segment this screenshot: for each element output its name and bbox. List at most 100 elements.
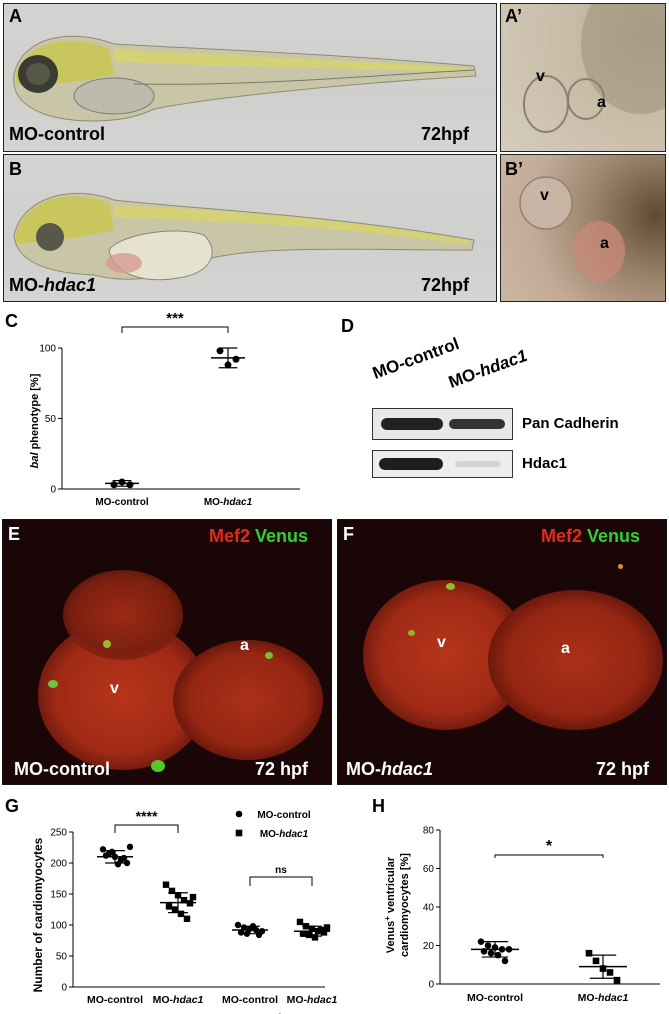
legend-label-gene: hdac1 <box>279 829 308 840</box>
significance-bracket <box>249 876 313 886</box>
data-point <box>592 957 600 965</box>
blot-band <box>455 461 501 467</box>
panel-a-prime-v: v <box>536 68 545 85</box>
x-category-label-text: MO- <box>153 994 174 1006</box>
panel-c-letter: C <box>5 311 18 331</box>
y-tick-label: 100 <box>50 921 67 932</box>
significance-bracket <box>494 854 604 858</box>
legend-marker <box>235 829 243 837</box>
significance-bracket <box>114 824 179 833</box>
data-point <box>108 848 116 856</box>
panel-a-prime-image <box>500 3 666 152</box>
x-category-label-text: MO- <box>287 994 308 1006</box>
blot-band <box>381 418 443 430</box>
significance-bracket <box>121 326 229 333</box>
data-point <box>613 976 621 984</box>
data-point <box>305 931 313 939</box>
chart-h-ylabel-line2: cardiomyocytes [%] <box>399 853 411 957</box>
panel-b-prime-a: a <box>600 235 609 252</box>
y-tick-label: 80 <box>423 826 435 837</box>
heart-hdac1-drawing <box>519 176 625 281</box>
panel-a-prime-a: a <box>597 94 606 111</box>
y-tick-label: 0 <box>50 485 56 496</box>
data-point <box>177 910 185 918</box>
larva-control-drawing <box>13 35 477 122</box>
data-point <box>232 355 240 363</box>
data-point <box>120 854 128 862</box>
panel-e-v: v <box>110 680 119 697</box>
heart-control-drawing <box>523 4 665 133</box>
data-point <box>183 915 191 922</box>
panel-e-letter: E <box>8 524 21 544</box>
panel-e-time: 72 hpf <box>255 759 309 779</box>
data-point <box>114 861 122 868</box>
data-point <box>123 859 131 867</box>
venus-cell <box>618 564 623 569</box>
x-category-label: MO-control <box>467 992 523 1004</box>
y-tick-label: 60 <box>423 864 435 875</box>
data-point <box>162 881 170 888</box>
panel-b-prime-image <box>500 154 666 302</box>
blot-band <box>379 458 443 470</box>
x-category-label-text: MO-control <box>95 497 149 508</box>
x-category-label: MO-hdac1 <box>204 497 253 508</box>
x-category-label-gene: hdac1 <box>173 994 204 1006</box>
panel-e-a: a <box>240 637 249 654</box>
x-category-label: MO-hdac1 <box>578 992 629 1004</box>
venus-cell <box>151 760 165 772</box>
data-point <box>180 897 188 904</box>
data-point <box>102 852 110 859</box>
data-point <box>255 931 263 939</box>
panel-e-atrium <box>173 640 323 760</box>
data-point <box>299 930 307 937</box>
x-category-label: MO-control <box>87 994 143 1006</box>
data-point <box>216 347 224 355</box>
y-tick-label: 100 <box>39 344 56 355</box>
panel-f-stains: Mef2 Venus <box>541 526 641 546</box>
y-tick-label: 200 <box>50 859 67 870</box>
x-category-label-text: MO-control <box>467 992 523 1004</box>
panel-f-atrium <box>488 590 663 730</box>
legend-label: MO-control <box>257 810 311 821</box>
blot-row1 <box>372 408 513 440</box>
chart-h: Venus+ ventricular cardiomyocytes [%] 0 2… <box>383 826 660 1004</box>
x-category-label-text: MO-control <box>222 994 278 1006</box>
chart-g-ylabel: Number of cardiomyocytes <box>31 837 45 992</box>
panel-a-time: 72hpf <box>421 124 470 144</box>
y-tick-label: 250 <box>50 828 67 839</box>
y-tick-label: 150 <box>50 890 67 901</box>
venus-cell <box>103 640 111 648</box>
panel-e-condition: MO-control <box>14 759 110 779</box>
data-point <box>110 481 118 489</box>
data-point <box>501 957 509 965</box>
data-point <box>317 926 325 934</box>
data-point <box>234 921 242 929</box>
y-tick-label: 40 <box>423 903 435 914</box>
chart-g: Number of cardiomyocytes 0 50 100 150 200 250… <box>31 808 338 1014</box>
x-category-label-gene: hdac1 <box>598 992 629 1004</box>
blot-band <box>449 419 505 429</box>
larva-hdac1-drawing <box>13 193 475 281</box>
panel-f-v: v <box>437 634 446 651</box>
data-point <box>189 893 197 901</box>
blot-row2-label: Hdac1 <box>522 455 568 472</box>
x-category-label: MO-control <box>95 497 149 508</box>
x-category-label: MO-hdac1 <box>153 994 204 1006</box>
data-point <box>606 969 614 976</box>
venus-cell <box>446 583 455 590</box>
data-point <box>126 843 134 851</box>
panel-f-image <box>337 519 667 785</box>
panel-h-letter: H <box>372 796 385 816</box>
data-point <box>168 887 176 895</box>
x-category-label: MO-hdac1 <box>287 994 338 1006</box>
y-tick-label: 0 <box>428 980 434 991</box>
data-point <box>126 481 134 489</box>
y-tick-label: 0 <box>61 983 67 994</box>
panel-f-a: a <box>561 640 570 657</box>
data-point <box>323 924 331 931</box>
legend-label-text: MO- <box>260 829 279 840</box>
legend-marker <box>235 810 243 818</box>
legend-label-text: MO-control <box>257 810 311 821</box>
panel-e-stains: Mef2 Venus <box>209 526 309 546</box>
y-tick-label: 50 <box>45 414 57 425</box>
